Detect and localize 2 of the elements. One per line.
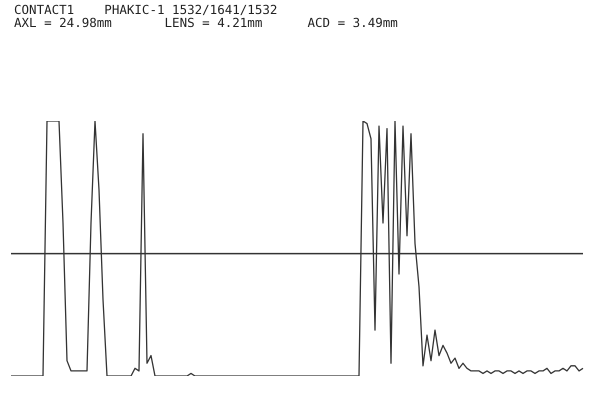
chart-subtitle: AXL = 24.98mm LENS = 4.21mm ACD = 3.49mm [14,15,398,30]
chart-title: CONTACT1 PHAKIC-1 1532/1641/1532 [14,2,278,17]
